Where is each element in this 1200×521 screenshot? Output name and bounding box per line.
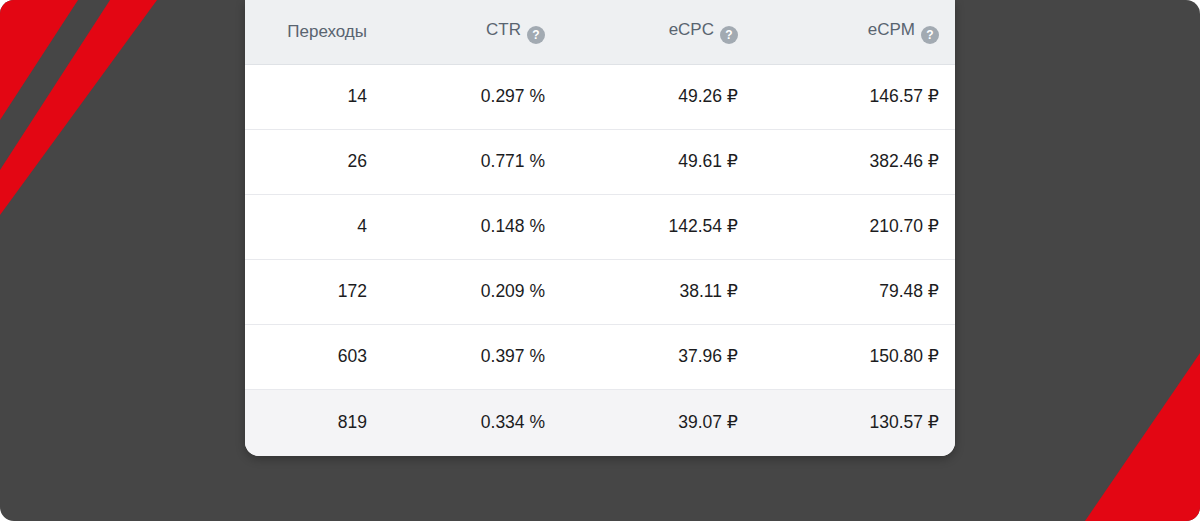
cell-ecpc: 49.61 ₽ — [561, 129, 754, 194]
cell-transitions-total: 819 — [245, 389, 383, 456]
table-row: 14 0.297 % 49.26 ₽ 146.57 ₽ — [245, 64, 955, 129]
table-row: 4 0.148 % 142.54 ₽ 210.70 ₽ — [245, 194, 955, 259]
table-row: 26 0.771 % 49.61 ₽ 382.46 ₽ — [245, 129, 955, 194]
red-triangle-decoration-bottom-right — [1085, 353, 1200, 521]
table-summary-row: 819 0.334 % 39.07 ₽ 130.57 ₽ — [245, 389, 955, 456]
cell-ecpm: 146.57 ₽ — [754, 64, 955, 129]
cell-transitions: 603 — [245, 324, 383, 389]
cell-ecpm: 79.48 ₽ — [754, 259, 955, 324]
column-header-label: CTR — [486, 20, 521, 39]
cell-transitions: 26 — [245, 129, 383, 194]
table-header-row: Переходы CTR? eCPC? eCPM? — [245, 0, 955, 64]
cell-ctr: 0.148 % — [383, 194, 561, 259]
screenshot-viewport: Переходы CTR? eCPC? eCPM? 14 0.297 — [0, 0, 1200, 521]
column-header-label: eCPC — [669, 20, 714, 39]
column-header-ecpc: eCPC? — [561, 0, 754, 64]
column-header-ecpm: eCPM? — [754, 0, 955, 64]
cell-ecpm-total: 130.57 ₽ — [754, 389, 955, 456]
column-header-label: Переходы — [287, 22, 367, 41]
cell-ecpc: 37.96 ₽ — [561, 324, 754, 389]
help-icon[interactable]: ? — [720, 26, 738, 44]
red-diagonal-stripe-shape — [0, 0, 260, 260]
table-row: 172 0.209 % 38.11 ₽ 79.48 ₽ — [245, 259, 955, 324]
help-icon[interactable]: ? — [921, 26, 939, 44]
table-row: 603 0.397 % 37.96 ₽ 150.80 ₽ — [245, 324, 955, 389]
cell-ecpm: 150.80 ₽ — [754, 324, 955, 389]
help-icon[interactable]: ? — [527, 26, 545, 44]
cell-ecpc-total: 39.07 ₽ — [561, 389, 754, 456]
ads-stats-card: Переходы CTR? eCPC? eCPM? 14 0.297 — [245, 0, 955, 456]
red-corner-wedge-shape — [0, 0, 260, 260]
cell-transitions: 4 — [245, 194, 383, 259]
ads-stats-table: Переходы CTR? eCPC? eCPM? 14 0.297 — [245, 0, 955, 456]
column-header-ctr: CTR? — [383, 0, 561, 64]
cell-ctr: 0.297 % — [383, 64, 561, 129]
cell-ecpc: 142.54 ₽ — [561, 194, 754, 259]
red-diagonal-decoration-top-left — [0, 0, 260, 260]
cell-ecpc: 38.11 ₽ — [561, 259, 754, 324]
column-header-transitions: Переходы — [245, 0, 383, 64]
cell-transitions: 14 — [245, 64, 383, 129]
cell-ecpc: 49.26 ₽ — [561, 64, 754, 129]
cell-transitions: 172 — [245, 259, 383, 324]
cell-ctr-total: 0.334 % — [383, 389, 561, 456]
column-header-label: eCPM — [868, 20, 915, 39]
cell-ctr: 0.209 % — [383, 259, 561, 324]
cell-ctr: 0.397 % — [383, 324, 561, 389]
cell-ctr: 0.771 % — [383, 129, 561, 194]
cell-ecpm: 210.70 ₽ — [754, 194, 955, 259]
cell-ecpm: 382.46 ₽ — [754, 129, 955, 194]
